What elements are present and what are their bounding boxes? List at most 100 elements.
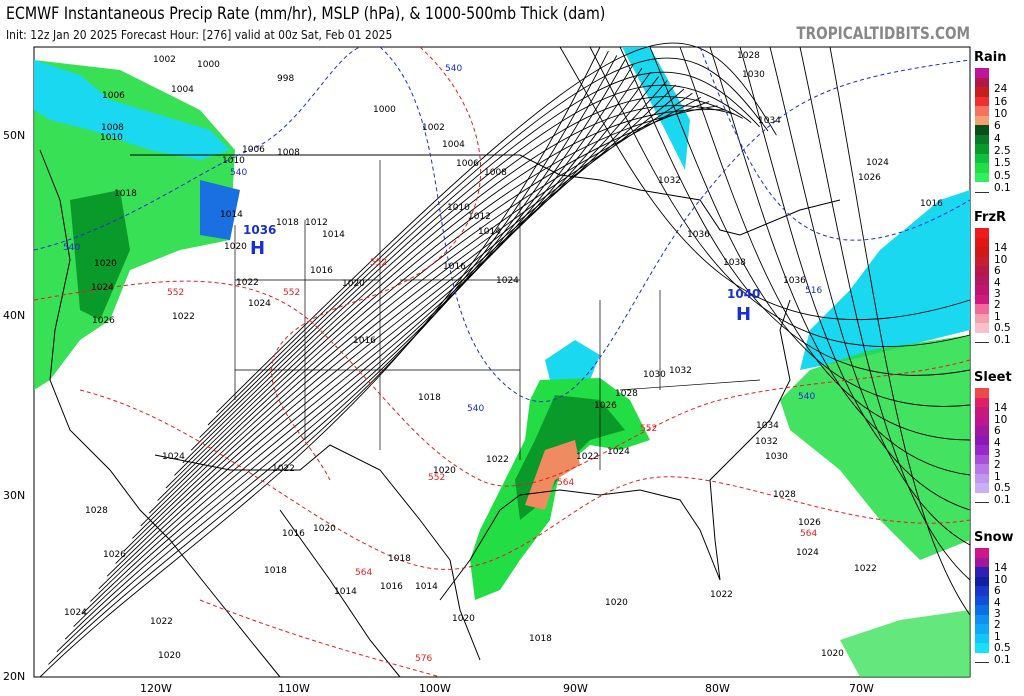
isobar-label: 1024 (607, 447, 630, 457)
legend-label: 2.5 (994, 145, 1011, 158)
isobar-label: 1036 (783, 276, 806, 286)
thickness-label: 516 (805, 286, 822, 296)
isobar-line (165, 109, 727, 489)
thickness-label: 552 (428, 473, 445, 483)
thickness-label: 552 (640, 424, 657, 434)
isobar-label: 1038 (723, 258, 746, 268)
isobar-line (679, 46, 971, 441)
isobar-label: 1010 (447, 203, 470, 213)
isobar-line (90, 71, 651, 602)
lon-label: 90W (563, 682, 588, 695)
legend-label: 10 (994, 413, 1008, 426)
isobar-label: 1012 (305, 218, 328, 228)
lat-label: 20N (3, 670, 25, 683)
legend-label: 10 (994, 108, 1008, 121)
high-center-symbol: H (250, 238, 265, 259)
legend-label: 16 (994, 95, 1008, 108)
thickness-line (699, 46, 971, 241)
legend-label: 6 (994, 425, 1001, 438)
isobar-line (182, 96, 744, 464)
lat-label: 50N (3, 129, 25, 142)
legend-label: 0.5 (994, 642, 1011, 655)
thickness-label: 540 (445, 64, 462, 74)
map-title: ECMWF Instantaneous Precip Rate (mm/hr),… (6, 4, 606, 23)
us-mexico-border (154, 444, 451, 561)
isobar-label: 1020 (313, 524, 336, 534)
thickness-line (33, 46, 361, 251)
legend-title: FrzR (974, 210, 1007, 225)
legend-rain: Rain 24 16 10 6 4 2.5 1.5 0.5 0.1 (972, 50, 1024, 194)
high-center-value: 1040 (727, 287, 760, 301)
isobar-label: 1022 (854, 564, 877, 574)
thickness-label: 552 (167, 288, 184, 298)
legend-label: 4 (994, 132, 1001, 145)
isobar-label: 1022 (486, 455, 509, 465)
isobar-label: 1012 (468, 212, 491, 222)
lon-label: 120W (140, 682, 172, 695)
isobar-label: 1018 (529, 634, 552, 644)
isobar-label: 1022 (150, 617, 173, 627)
thickness-label: 564 (355, 568, 372, 578)
isobar-line (559, 46, 971, 320)
isobar-label: 1024 (866, 158, 889, 168)
isobar-line (216, 42, 777, 413)
legend-title: Rain (974, 50, 1007, 65)
lon-label: 80W (705, 682, 730, 695)
precip-snow-south (545, 340, 600, 380)
mexico-coast-pacific (279, 509, 401, 678)
isobar-label: 1022 (172, 312, 195, 322)
isobar-label: 1002 (153, 55, 176, 65)
thickness-label: 564 (557, 478, 574, 488)
legend-snow: Snow 14 10 6 4 3 2 1 0.5 0.1 (972, 530, 1024, 666)
isobar-line (769, 46, 971, 546)
isobar-line (739, 46, 971, 511)
isobar-label: 1024 (91, 283, 114, 293)
isobar-label: 1016 (353, 336, 376, 346)
legend-label: 4 (994, 276, 1001, 289)
label-layer: 1002 100099810001002100410061008101010121… (63, 51, 943, 664)
isobar-label: 1034 (756, 421, 779, 431)
isobar-label: 1022 (576, 452, 599, 462)
legend-swatch (975, 492, 989, 503)
legend-label: 1 (994, 470, 1001, 483)
legend-swatch (975, 652, 989, 663)
isobar-label: 1006 (456, 159, 479, 169)
isobar-label: 1028 (773, 490, 796, 500)
legend-label: 0.5 (994, 322, 1011, 335)
isobar-label: 1022 (236, 278, 259, 288)
isobar-label: 1014 (334, 587, 357, 597)
isobar-label: 1024 (248, 299, 271, 309)
legend-label: 10 (994, 573, 1008, 586)
isobar-line (619, 46, 971, 376)
isobar-label: 1028 (737, 51, 760, 61)
isobar-label: 1020 (224, 242, 247, 252)
precip-snow-atlantic-canada (622, 47, 690, 170)
precip-snow-nw (34, 60, 230, 160)
isobar-label: 1014 (415, 582, 438, 592)
isobar-label: 1030 (742, 70, 765, 80)
isobar-label: 1014 (220, 210, 243, 220)
isobar-label: 1030 (643, 370, 666, 380)
mexico-coast-gulf (449, 559, 481, 661)
isobar-label: 1016 (310, 266, 333, 276)
isobar-label: 1016 (443, 262, 466, 272)
isobar-label: 1018 (114, 189, 137, 199)
isobar-line (98, 76, 660, 590)
isobar-label: 1010 (100, 133, 123, 143)
isobar-label: 1026 (92, 316, 115, 326)
legend-title: Sleet (974, 370, 1012, 385)
lat-label: 30N (3, 489, 25, 502)
brand-watermark: TROPICALTIDBITS.COM (796, 24, 970, 44)
legend-label: 2 (994, 459, 1001, 472)
lon-label: 100W (419, 682, 451, 695)
isobar-label: 1036 (687, 230, 710, 240)
isobar-label: 998 (277, 74, 294, 84)
isobar-label: 1004 (171, 85, 194, 95)
isobar-label: 1008 (484, 168, 507, 178)
thickness-label: 552 (370, 258, 387, 268)
legend-label: 24 (994, 83, 1008, 96)
isobar-label: 1026 (798, 518, 821, 528)
thickness-label: 564 (800, 529, 817, 539)
legend-label: 1.5 (994, 157, 1011, 170)
